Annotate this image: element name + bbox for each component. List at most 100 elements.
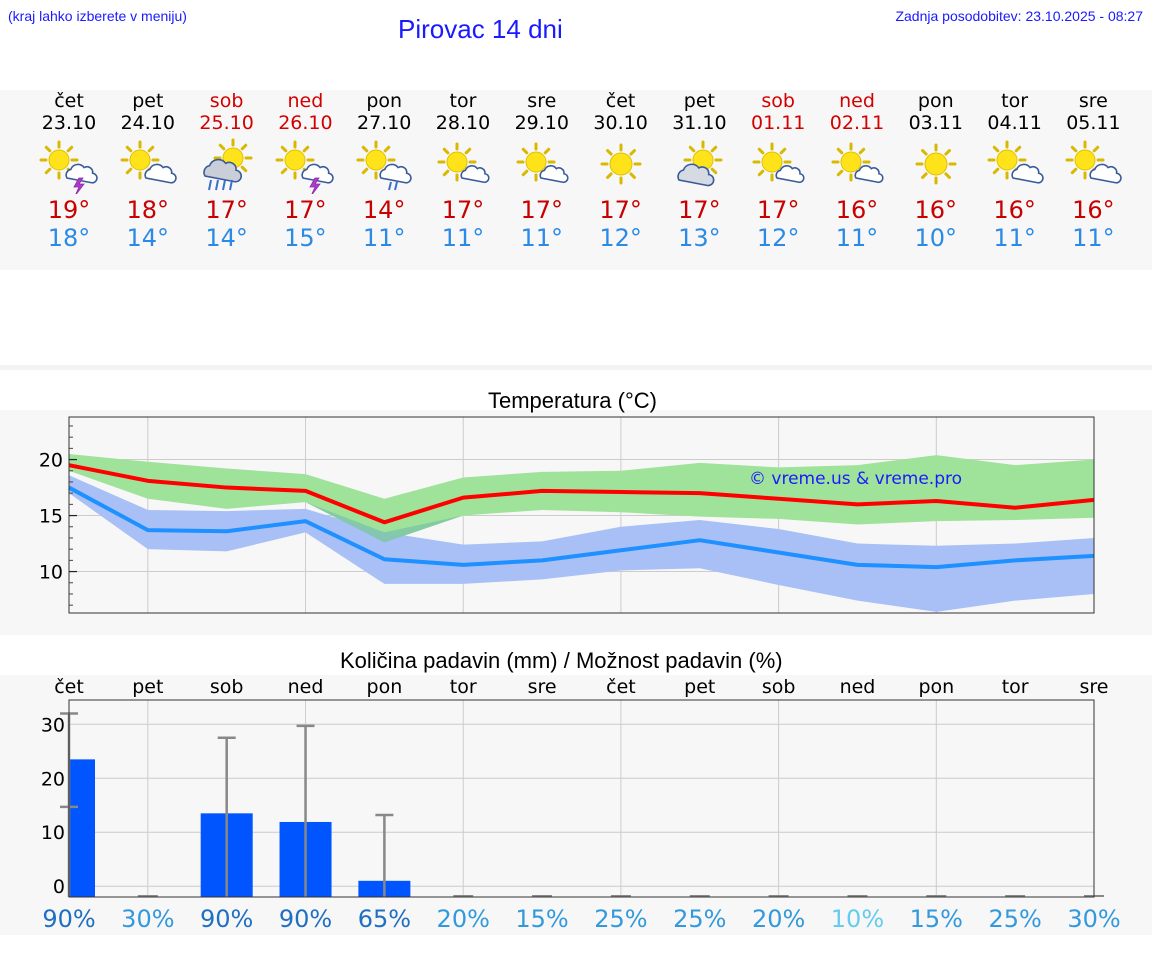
day-column: tor 28.10 17° 11°: [424, 90, 502, 252]
day-column: sob 25.10 17° 14°: [188, 90, 266, 252]
day-name: sob: [761, 90, 795, 112]
day-column: sob 01.11 17° 12°: [739, 90, 817, 252]
x-category-label: tor: [1002, 676, 1029, 698]
x-category-label: čet: [606, 676, 636, 698]
day-name: ned: [839, 90, 875, 112]
precipitation-probability: 25%: [988, 905, 1041, 933]
x-category-label: pon: [367, 676, 403, 698]
day-date: 01.11: [750, 112, 806, 134]
sun-small-cloud-icon: [831, 142, 884, 184]
day-name: pet: [132, 90, 164, 112]
sun-cloud-thunder-icon: [275, 140, 335, 194]
day-column: sre 29.10 17° 11°: [503, 90, 581, 252]
day-date: 27.10: [356, 112, 412, 134]
sun-cloud-icon: [987, 140, 1044, 184]
x-category-label: pet: [132, 676, 163, 698]
x-category-label: sre: [1080, 676, 1109, 698]
min-temperature: 15°: [284, 224, 327, 252]
min-temperature: 11°: [520, 224, 564, 252]
cloud-sun-icon: [677, 140, 723, 187]
day-date: 25.10: [199, 112, 254, 134]
max-range-band: [69, 453, 1094, 543]
precipitation-probability: 10%: [831, 905, 884, 933]
min-temperature: 11°: [993, 224, 1036, 252]
x-category-label: sob: [762, 676, 796, 698]
max-temperature: 17°: [520, 196, 564, 224]
precipitation-probability: 25%: [594, 905, 647, 933]
precipitation-probability: 15%: [910, 905, 963, 933]
precipitation-chart-title: Količina padavin (mm) / Možnost padavin …: [340, 648, 783, 673]
x-category-label: ned: [840, 676, 876, 698]
day-date: 02.11: [829, 112, 885, 134]
max-temperature: 17°: [756, 196, 800, 224]
day-name: pet: [683, 90, 715, 112]
y-tick-label: 30: [41, 714, 65, 736]
day-date: 28.10: [435, 112, 491, 134]
day-date: 03.11: [908, 112, 963, 134]
precipitation-probability: 65%: [358, 905, 411, 933]
sun-cloud-icon: [120, 140, 177, 184]
max-temperature: 17°: [599, 196, 642, 224]
x-category-label: sre: [528, 676, 557, 698]
y-tick-label: 10: [41, 822, 65, 844]
min-temperature: 11°: [835, 224, 879, 252]
day-column: pet 24.10 18° 14°: [109, 90, 187, 252]
day-column: ned 26.10 17° 15°: [266, 90, 344, 252]
divider: [0, 365, 1152, 370]
day-column: tor 04.11 16° 11°: [976, 90, 1054, 252]
day-column: pon 03.11 16° 10°: [897, 90, 975, 252]
day-name: ned: [287, 90, 324, 112]
sun-cloud-rain-icon: [202, 138, 253, 191]
max-temperature: 18°: [126, 196, 170, 224]
min-temperature: 14°: [205, 224, 248, 252]
y-tick-label: 20: [41, 768, 65, 790]
max-temperature: 14°: [362, 196, 406, 224]
min-temperature: 10°: [914, 224, 958, 252]
min-temperature: 11°: [441, 224, 485, 252]
sun-cloud-thunder-icon: [39, 140, 98, 194]
precipitation-bar: [69, 759, 95, 897]
precipitation-probability: 90%: [279, 905, 332, 933]
watermark: © vreme.us & vreme.pro: [749, 469, 962, 489]
min-temperature: 18°: [47, 224, 91, 252]
precipitation-chart: čet pet sob ned pon tor sre čet pet sob ned pon tor s…: [41, 676, 1121, 933]
location-menu-hint: (kraj lahko izberete v meniju): [8, 8, 187, 24]
y-tick-label: 10: [39, 562, 63, 584]
max-temperature: 16°: [993, 196, 1036, 224]
day-name: sre: [527, 90, 557, 112]
sun-icon: [915, 143, 957, 185]
plot-frame: [68, 699, 1095, 898]
sun-small-cloud-icon: [752, 142, 805, 184]
x-category-label: pon: [918, 676, 954, 698]
min-temperature: 12°: [756, 224, 800, 252]
precipitation-probability: 20%: [437, 905, 490, 933]
x-category-label: sob: [210, 676, 244, 698]
day-column: ned 02.11 16° 11°: [818, 90, 896, 252]
temperature-chart: 10 15 20 © vreme.us & vreme.pro: [39, 416, 1095, 614]
max-temperature: 16°: [914, 196, 958, 224]
max-temperature: 17°: [205, 196, 248, 224]
day-name: tor: [449, 90, 477, 112]
day-date: 24.10: [120, 112, 175, 134]
day-name: čet: [605, 90, 636, 112]
day-column: sre 05.11 16° 11°: [1054, 90, 1132, 252]
min-temperature: 14°: [126, 224, 170, 252]
daily-forecast-strip: [0, 90, 1152, 270]
day-column: pon 27.10 14° 11°: [345, 90, 423, 252]
precipitation-probability: 90%: [200, 905, 253, 933]
x-category-label: tor: [450, 676, 477, 698]
min-temperature: 12°: [599, 224, 642, 252]
min-range-band: [69, 475, 1094, 612]
day-column: čet 30.10 17° 12°: [582, 90, 660, 252]
max-temperature: 19°: [47, 196, 91, 224]
x-category-label: pet: [684, 676, 715, 698]
precipitation-probability: 90%: [42, 905, 95, 933]
last-updated: Zadnja posodobitev: 23.10.2025 - 08:27: [895, 8, 1143, 24]
day-date: 23.10: [41, 112, 97, 134]
day-name: sre: [1078, 90, 1108, 112]
day-name: čet: [54, 90, 84, 112]
max-temperature: 16°: [1072, 196, 1115, 224]
y-tick-label: 0: [53, 876, 65, 898]
y-tick-label: 15: [39, 506, 63, 528]
max-temperature: 17°: [284, 196, 327, 224]
